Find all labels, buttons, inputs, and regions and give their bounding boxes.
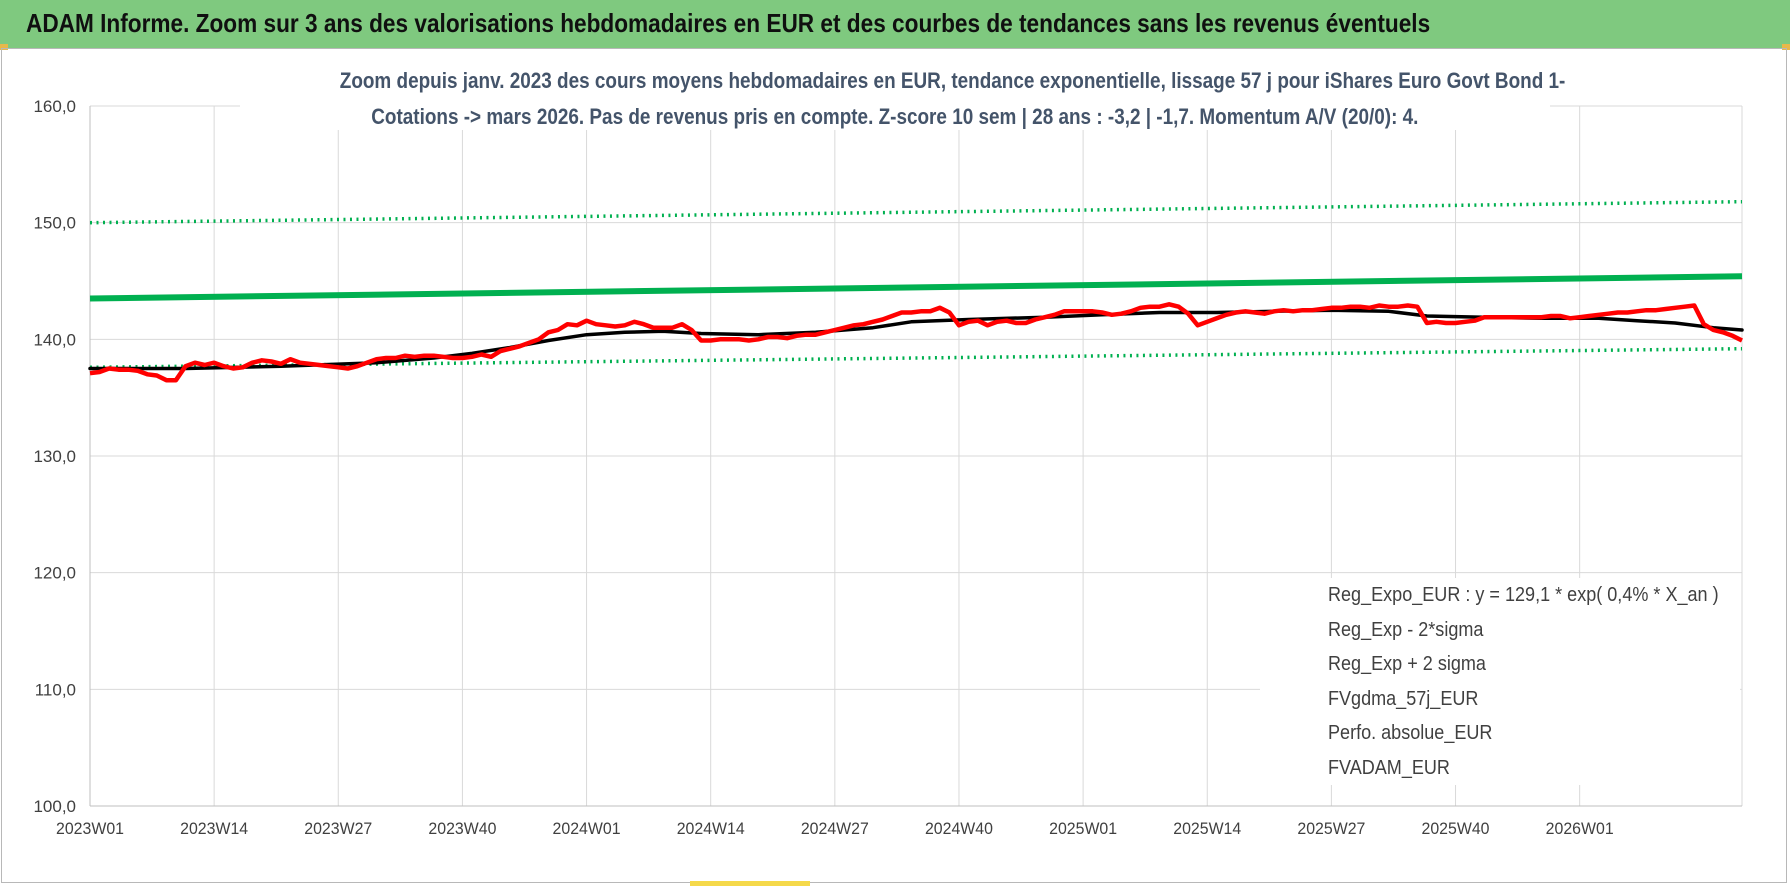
chart-title-line1: Zoom depuis janv. 2023 des cours moyens … (240, 68, 1565, 94)
x-tick-label: 2025W27 (1297, 819, 1365, 838)
y-tick-label: 100,0 (33, 797, 76, 816)
legend-item-fvadam: FVADAM_EUR (1260, 751, 1740, 786)
series-line-reg-exp-2-sigma (89, 199, 1743, 225)
axes: 100,0 110,0 120,0 130,0 140,0 150,0 160,0 2023W… (33, 97, 1742, 838)
x-tick-label: 2026W01 (1546, 819, 1614, 838)
legend-label: FVADAM_EUR (1328, 755, 1450, 779)
y-tick-label: 160,0 (33, 97, 76, 116)
x-tick-label: 2024W40 (925, 819, 993, 838)
x-tick-label: 2024W01 (553, 819, 621, 838)
legend-label: Reg_Expo_EUR : y = 129,1 * exp( 0,4% * X… (1328, 583, 1719, 606)
legend-item-fvgdma: FVgdma_57j_EUR (1260, 682, 1740, 717)
legend-item-reg-plus: Reg_Exp + 2 sigma (1260, 647, 1740, 682)
legend-label: FVgdma_57j_EUR (1328, 686, 1479, 710)
chart-legend: Reg_Expo_EUR : y = 129,1 * exp( 0,4% * X… (1260, 578, 1740, 785)
x-tick-label: 2025W14 (1173, 819, 1241, 838)
x-tick-label: 2023W01 (56, 819, 124, 838)
series-line-reg-expo-eur-y-129-1-exp-0-4-x (89, 273, 1743, 302)
legend-label: Reg_Exp - 2*sigma (1328, 617, 1484, 641)
report-title: ADAM Informe. Zoom sur 3 ans des valoris… (26, 8, 1431, 38)
sheet-tab-indicator (690, 881, 810, 886)
y-tick-label: 120,0 (33, 564, 76, 583)
x-tick-label: 2025W01 (1049, 819, 1117, 838)
legend-label: Perfo. absolue_EUR (1328, 721, 1493, 744)
chart-frame (1, 48, 1787, 883)
y-tick-label: 140,0 (33, 330, 76, 349)
corner-marker-right (1782, 44, 1790, 50)
corner-marker-left (0, 44, 8, 50)
series-line-reg-exp-2-sigma (89, 346, 1743, 370)
legend-item-reg-minus: Reg_Exp - 2*sigma (1260, 613, 1740, 648)
x-tick-label: 2024W14 (677, 819, 745, 838)
series-lines (88, 199, 1744, 383)
y-tick-label: 150,0 (33, 214, 76, 233)
report-banner: ADAM Informe. Zoom sur 3 ans des valoris… (0, 0, 1790, 49)
legend-item-reg-expo: Reg_Expo_EUR : y = 129,1 * exp( 0,4% * X… (1260, 578, 1740, 613)
x-tick-label: 2023W27 (304, 819, 372, 838)
legend-item-perfo: Perfo. absolue_EUR (1260, 716, 1740, 751)
x-tick-label: 2024W27 (801, 819, 869, 838)
series-line-fvadam-eur (89, 302, 1743, 383)
x-tick-label: 2023W14 (180, 819, 248, 838)
legend-label: Reg_Exp + 2 sigma (1328, 652, 1486, 675)
y-tick-label: 130,0 (33, 447, 76, 466)
x-tick-label: 2025W40 (1422, 819, 1490, 838)
chart-title-line2: Cotations -> mars 2026. Pas de revenus p… (240, 104, 1550, 130)
y-tick-label: 110,0 (35, 680, 76, 699)
x-tick-label: 2023W40 (428, 819, 496, 838)
